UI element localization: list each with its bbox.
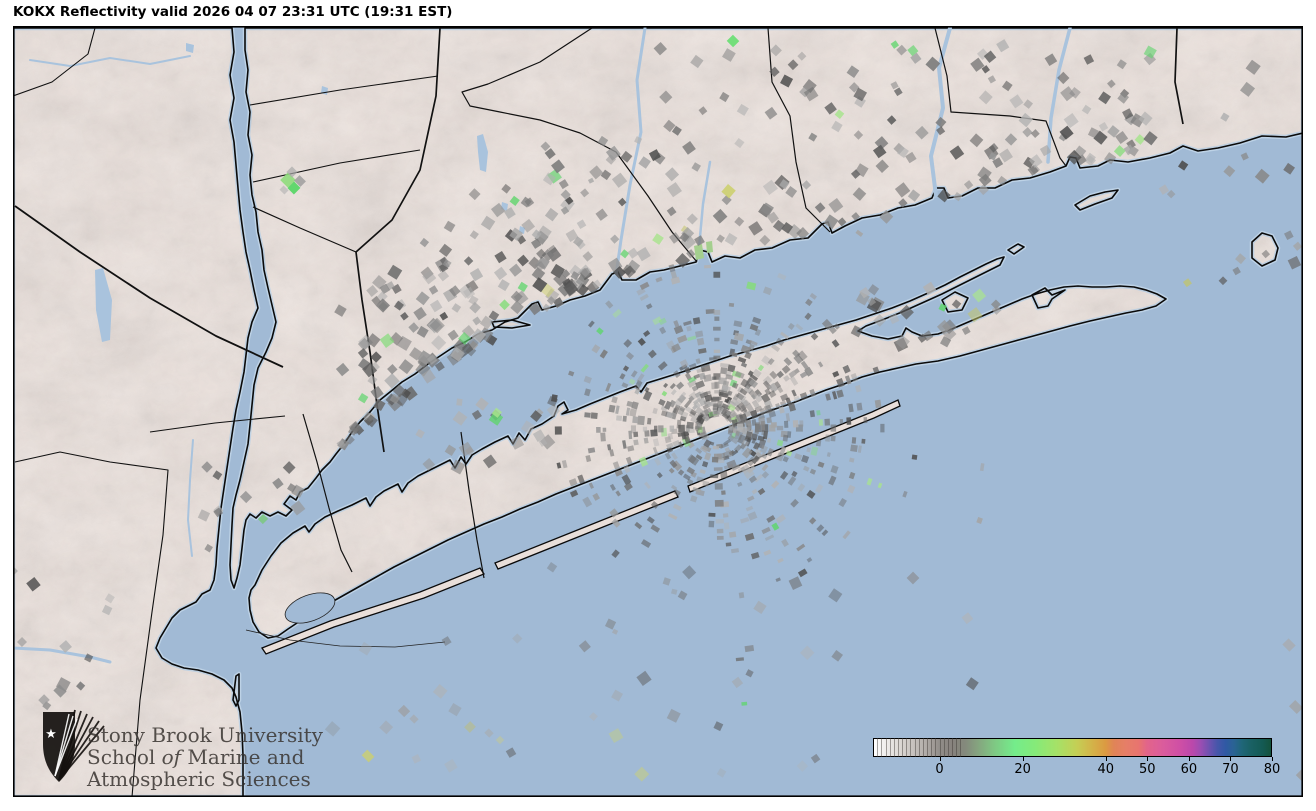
colorbar-segment-line	[939, 738, 941, 757]
colorbar-tick-label: 70	[1222, 762, 1239, 777]
colorbar-tick	[1188, 757, 1190, 761]
colorbar-segment-line	[952, 738, 953, 757]
colorbar-segment-line	[918, 738, 920, 757]
colorbar-segment-line	[943, 738, 945, 757]
colorbar-tick	[1272, 757, 1273, 761]
colorbar-segment-line	[935, 738, 937, 757]
colorbar-gradient	[873, 738, 1272, 757]
colorbar-tick-label: 20	[1014, 762, 1031, 777]
colorbar-segment-line	[902, 738, 904, 757]
colorbar-tick	[1105, 757, 1107, 761]
colorbar-tick-label: 80	[1263, 762, 1281, 777]
map-canvas	[13, 26, 1303, 797]
radar-echoes	[13, 34, 1303, 783]
colorbar-segment-line	[927, 738, 928, 757]
sbu-logo-line1: Stony Brook University	[87, 723, 323, 747]
barrier-island	[494, 490, 679, 570]
colorbar-segment-line	[956, 738, 958, 757]
colorbar-segment-line	[947, 738, 949, 757]
colorbar-segment-line	[910, 738, 912, 757]
map-border	[13, 26, 1303, 797]
colorbar-tick-label: 0	[935, 762, 944, 777]
shipping-channel-line	[245, 629, 446, 648]
colorbar-segment-line	[889, 738, 891, 757]
colorbar-tick	[1147, 757, 1149, 761]
jamaica-bay	[284, 592, 336, 624]
colorbar-tick-label: 40	[1097, 762, 1115, 777]
sbu-logo-line2: School of Marine and	[87, 745, 305, 769]
rivers-and-lakes	[13, 26, 1072, 664]
colorbar-segment-line	[906, 738, 908, 757]
colorbar-tick	[1022, 757, 1024, 761]
colorbar-segment-line	[881, 738, 883, 757]
sbu-shield-icon: ★	[43, 709, 105, 782]
sbu-logo-line3: Atmospheric Sciences	[87, 767, 311, 791]
colorbar-segment-line	[897, 738, 899, 757]
colorbar-segment-line	[885, 738, 887, 757]
colorbar-segment-line	[960, 738, 962, 757]
star-icon: ★	[45, 727, 57, 742]
radar-map: 0 20 40 50 60 70 80 ★ Stony Brook University S…	[13, 26, 1303, 797]
colorbar-segment-line	[914, 738, 916, 757]
colorbar-segment-line	[931, 738, 933, 757]
colorbar: 0 20 40 50 60 70 80	[873, 738, 1280, 777]
colorbar-segment-line	[893, 738, 895, 757]
colorbar-tick	[939, 757, 941, 761]
colorbar-tick-label: 50	[1139, 762, 1156, 777]
sbu-logo-text: Stony Brook University School of Marine …	[87, 724, 323, 790]
figure-title: KOKX Reflectivity valid 2026 04 07 23:31…	[13, 4, 453, 20]
colorbar-segment-line	[922, 738, 924, 757]
colorbar-tick	[1230, 757, 1232, 761]
colorbar-segment-line	[877, 738, 879, 757]
county-boundaries	[13, 27, 1184, 797]
colorbar-tick-label: 60	[1180, 762, 1198, 777]
barrier-island	[261, 567, 485, 655]
sbu-logo: ★ Stony Brook University School of Marin…	[41, 708, 323, 800]
